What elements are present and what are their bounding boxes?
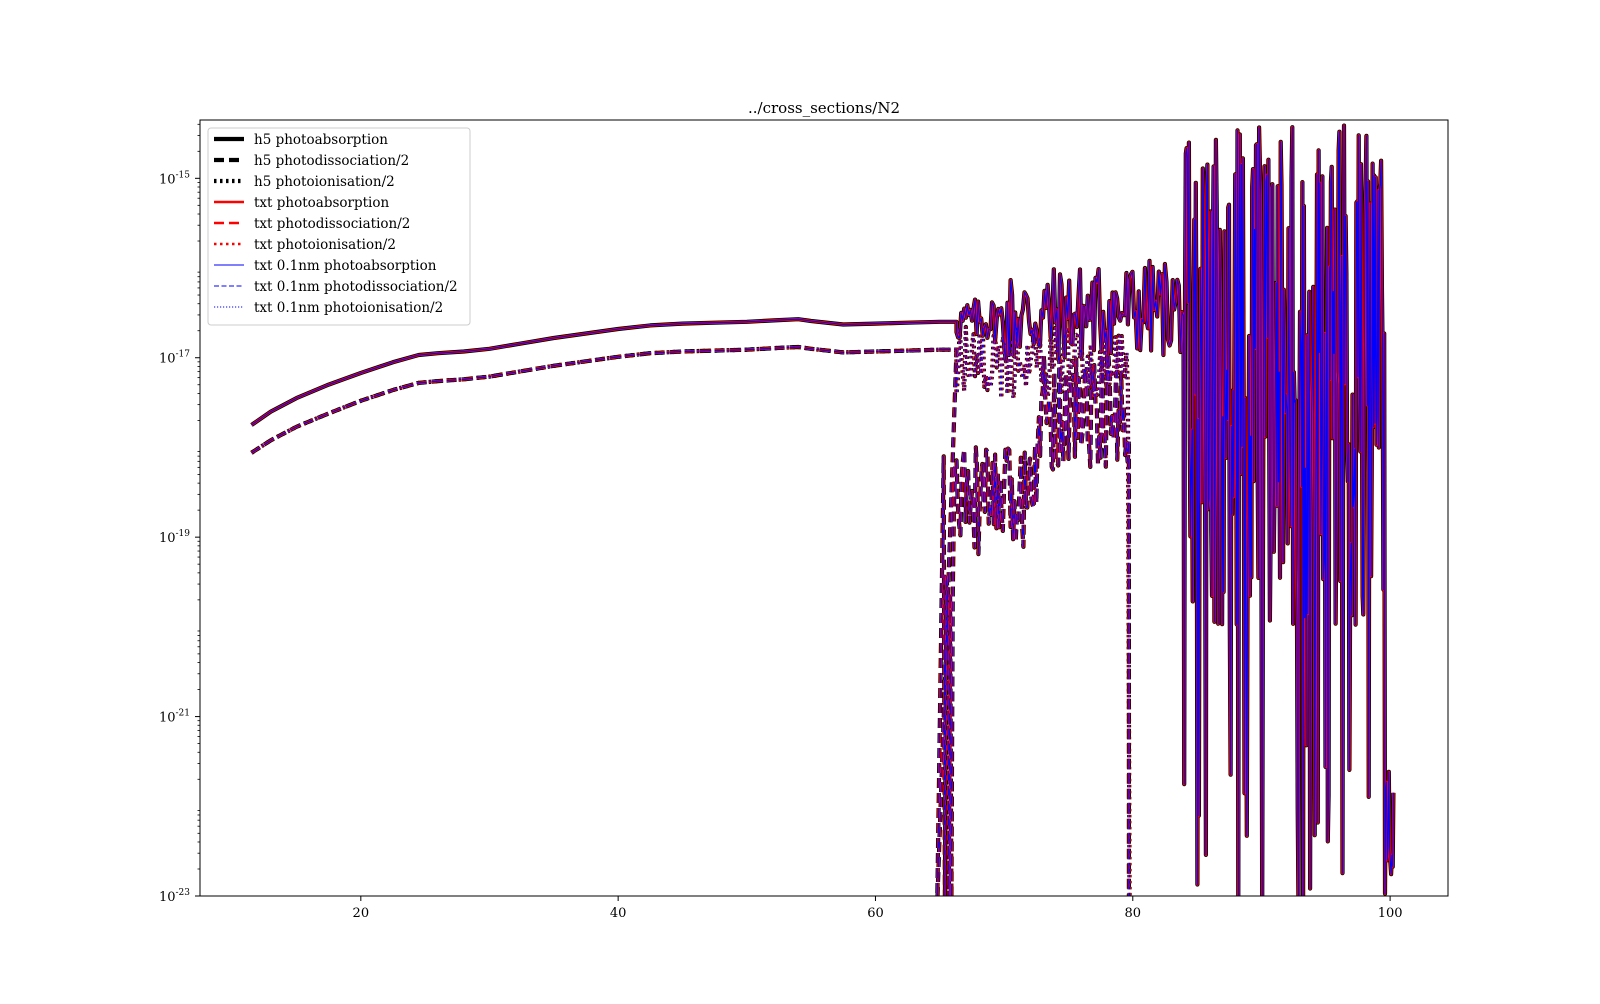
legend-label: txt photodissociation/2 <box>254 216 410 232</box>
series-line-6 <box>251 125 1394 896</box>
series-layer <box>250 123 1396 896</box>
legend-label: h5 photodissociation/2 <box>254 153 409 169</box>
y-tick-label: 10-15 <box>159 170 190 187</box>
legend-label: txt 0.1nm photoionisation/2 <box>254 300 443 316</box>
series-line-7 <box>251 346 1130 896</box>
legend-label: h5 photoionisation/2 <box>254 174 395 190</box>
chart-title: ../cross_sections/N2 <box>748 99 900 117</box>
x-tick-label: 100 <box>1378 906 1403 921</box>
y-tick-label: 10-17 <box>159 350 190 367</box>
legend-label: txt 0.1nm photodissociation/2 <box>254 279 458 295</box>
y-tick-label: 10-19 <box>159 529 190 546</box>
legend-label: h5 photoabsorption <box>254 132 388 148</box>
legend-box <box>207 127 471 326</box>
y-tick-label: 10-21 <box>159 709 190 726</box>
x-tick-label: 20 <box>353 906 370 921</box>
legend-label: txt photoionisation/2 <box>254 237 396 253</box>
x-axis: 20 40 60 80 100 <box>353 896 1403 921</box>
x-tick-label: 40 <box>610 906 627 921</box>
y-tick-label: 10-23 <box>159 888 190 905</box>
legend-label: txt 0.1nm photoabsorption <box>254 258 437 274</box>
legend-label: txt photoabsorption <box>254 195 389 211</box>
series-line-8 <box>251 326 1131 896</box>
x-tick-label: 80 <box>1125 906 1142 921</box>
x-tick-label: 60 <box>867 906 884 921</box>
legend: h5 photoabsorption h5 photodissociation/2… <box>207 127 471 326</box>
plot-frame <box>199 119 1449 897</box>
y-axis: 10-15 10-17 10-19 10-21 10-23 <box>159 123 200 905</box>
